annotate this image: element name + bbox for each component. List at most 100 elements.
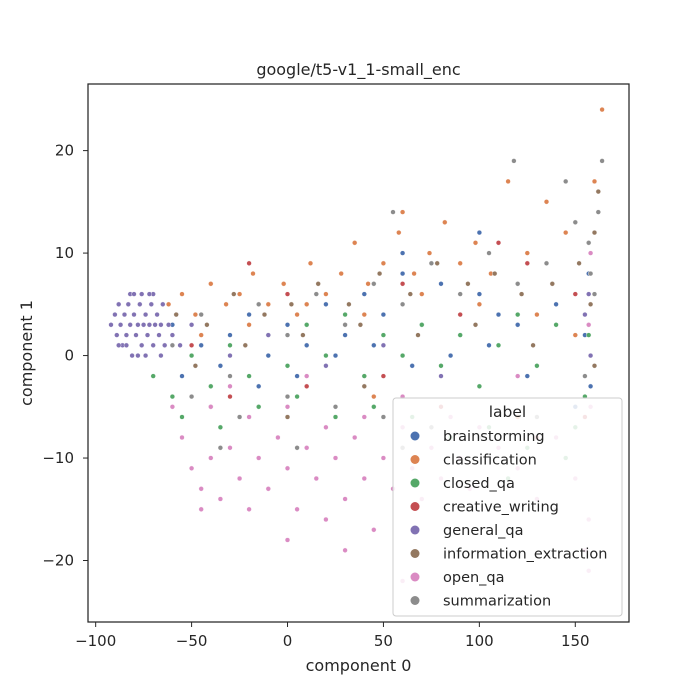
point-brainstorming bbox=[179, 373, 185, 379]
point-information-extraction bbox=[576, 260, 582, 266]
point-closed-qa bbox=[380, 332, 387, 338]
point-classification bbox=[457, 260, 463, 266]
legend-marker-creative-writing bbox=[410, 502, 420, 511]
point-creative-writing bbox=[304, 383, 310, 389]
point-summarization bbox=[371, 281, 377, 287]
point-summarization bbox=[457, 291, 463, 297]
point-summarization bbox=[217, 445, 224, 451]
y-axis-title: component 1 bbox=[17, 300, 36, 406]
legend-marker-general-qa bbox=[410, 525, 420, 535]
point-brainstorming bbox=[380, 312, 387, 318]
point-closed-qa bbox=[495, 342, 502, 348]
point-brainstorming bbox=[524, 373, 530, 379]
point-brainstorming bbox=[400, 250, 406, 256]
x-tick-label: 100 bbox=[465, 632, 494, 650]
point-general-qa bbox=[582, 312, 588, 318]
point-general-qa bbox=[166, 322, 172, 328]
point-general-qa bbox=[586, 291, 592, 297]
point-classification bbox=[338, 271, 344, 277]
y-ticks: −20 −10 0 10 20 bbox=[42, 142, 88, 570]
point-summarization bbox=[294, 445, 300, 451]
point-classification bbox=[361, 312, 367, 318]
point-classification bbox=[323, 291, 329, 297]
point-classification bbox=[166, 301, 172, 307]
point-closed-qa bbox=[217, 424, 224, 430]
point-general-qa bbox=[139, 291, 145, 297]
point-brainstorming bbox=[409, 363, 415, 369]
point-general-qa bbox=[144, 332, 151, 338]
point-summarization bbox=[227, 373, 233, 379]
point-open-qa bbox=[342, 547, 348, 553]
legend-title: label bbox=[489, 403, 527, 421]
point-summarization bbox=[543, 260, 550, 266]
point-brainstorming bbox=[371, 342, 377, 348]
point-brainstorming bbox=[227, 332, 233, 338]
point-open-qa bbox=[313, 475, 319, 482]
legend-label-information-extraction: information_extraction bbox=[443, 547, 607, 563]
plot-frame bbox=[87, 83, 630, 623]
point-information-extraction bbox=[465, 281, 471, 287]
point-general-qa bbox=[162, 342, 168, 348]
point-classification bbox=[411, 271, 417, 277]
point-general-qa bbox=[121, 312, 128, 318]
point-classification bbox=[591, 178, 598, 185]
point-general-qa bbox=[380, 342, 387, 348]
point-open-qa bbox=[246, 414, 252, 420]
point-information-extraction bbox=[361, 383, 367, 389]
point-open-qa bbox=[304, 445, 310, 451]
point-classification bbox=[524, 250, 530, 256]
point-information-extraction bbox=[284, 414, 291, 420]
point-classification bbox=[442, 219, 448, 225]
point-general-qa bbox=[156, 332, 162, 338]
point-closed-qa bbox=[438, 363, 444, 369]
point-closed-qa bbox=[342, 312, 348, 318]
point-brainstorming bbox=[361, 291, 367, 297]
point-general-qa bbox=[116, 342, 122, 348]
point-brainstorming bbox=[284, 322, 291, 328]
point-general-qa bbox=[133, 332, 139, 338]
point-general-qa bbox=[117, 322, 124, 328]
point-classification bbox=[396, 230, 402, 236]
x-ticks: −100 −50 0 50 100 150 bbox=[75, 622, 590, 650]
point-open-qa bbox=[361, 475, 367, 482]
point-open-qa bbox=[587, 250, 594, 256]
point-classification bbox=[179, 291, 185, 297]
point-general-qa bbox=[146, 291, 153, 297]
point-summarization bbox=[428, 260, 435, 266]
point-open-qa bbox=[227, 383, 233, 389]
point-general-qa bbox=[137, 301, 143, 307]
point-creative-writing bbox=[246, 260, 252, 266]
point-classification bbox=[223, 301, 229, 307]
point-general-qa bbox=[131, 291, 137, 297]
point-classification bbox=[534, 312, 540, 318]
point-closed-qa bbox=[246, 373, 252, 379]
legend-marker-summarization bbox=[410, 596, 420, 605]
point-summarization bbox=[587, 271, 594, 277]
point-open-qa bbox=[265, 486, 271, 492]
point-closed-qa bbox=[256, 404, 262, 410]
point-classification bbox=[380, 260, 387, 266]
point-brainstorming bbox=[448, 353, 454, 359]
point-open-qa bbox=[332, 455, 339, 461]
point-summarization bbox=[595, 209, 601, 215]
point-closed-qa bbox=[189, 353, 195, 359]
point-open-qa bbox=[198, 486, 204, 492]
point-summarization bbox=[237, 414, 243, 420]
point-classification bbox=[198, 332, 204, 338]
point-closed-qa bbox=[294, 394, 300, 400]
point-brainstorming bbox=[495, 312, 502, 318]
point-brainstorming bbox=[476, 291, 483, 297]
y-tick-label: −20 bbox=[42, 552, 74, 570]
point-general-qa bbox=[116, 301, 122, 307]
point-open-qa bbox=[284, 537, 291, 543]
point-classification bbox=[250, 271, 256, 277]
point-brainstorming bbox=[486, 342, 492, 348]
point-general-qa bbox=[123, 332, 130, 338]
point-open-qa bbox=[208, 404, 214, 410]
point-general-qa bbox=[587, 353, 594, 359]
point-information-extraction bbox=[357, 322, 364, 328]
point-creative-writing bbox=[227, 394, 233, 400]
point-closed-qa bbox=[476, 383, 483, 389]
point-summarization bbox=[563, 178, 569, 185]
